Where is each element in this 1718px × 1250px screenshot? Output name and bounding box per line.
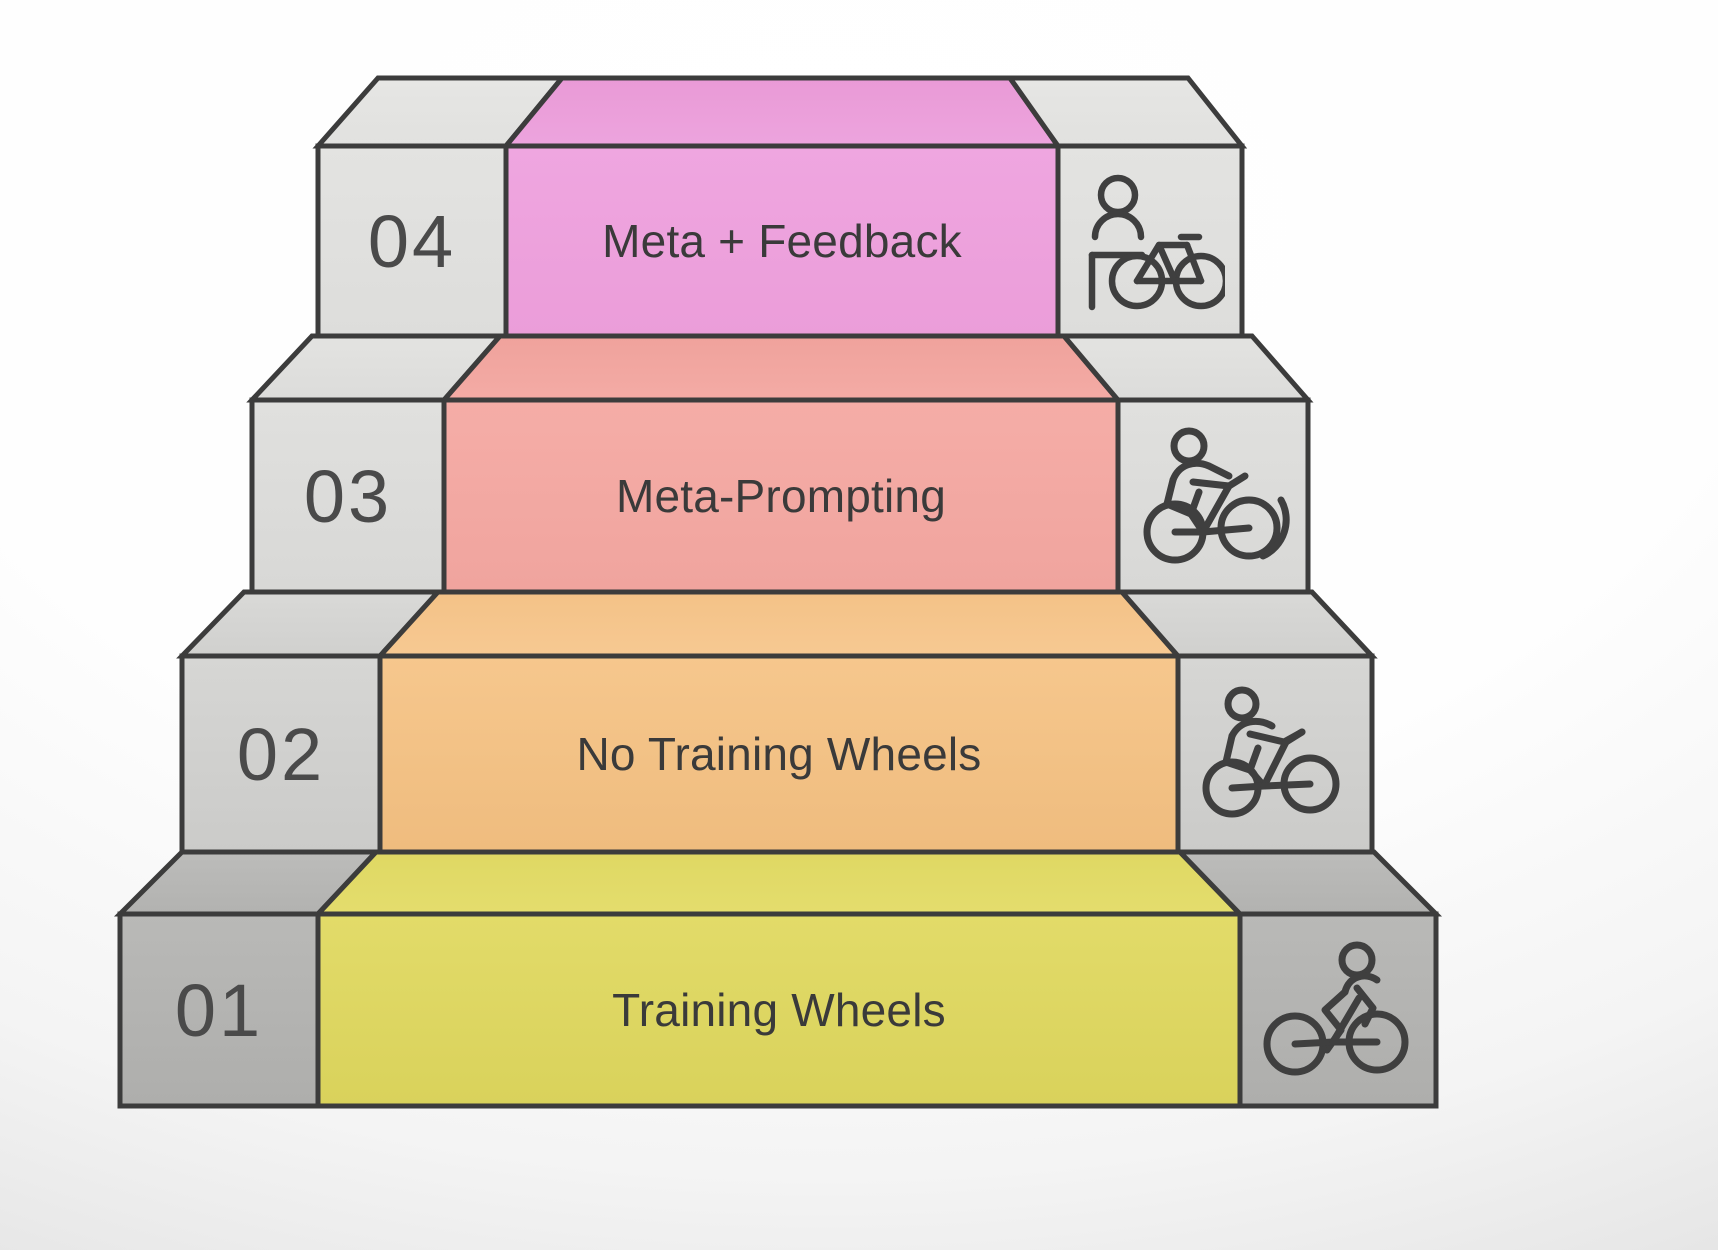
diagram-canvas: 04 Meta + Feedback 03 Meta-Prompting bbox=[0, 0, 1718, 1250]
staircase-graphic bbox=[113, 75, 1443, 1109]
